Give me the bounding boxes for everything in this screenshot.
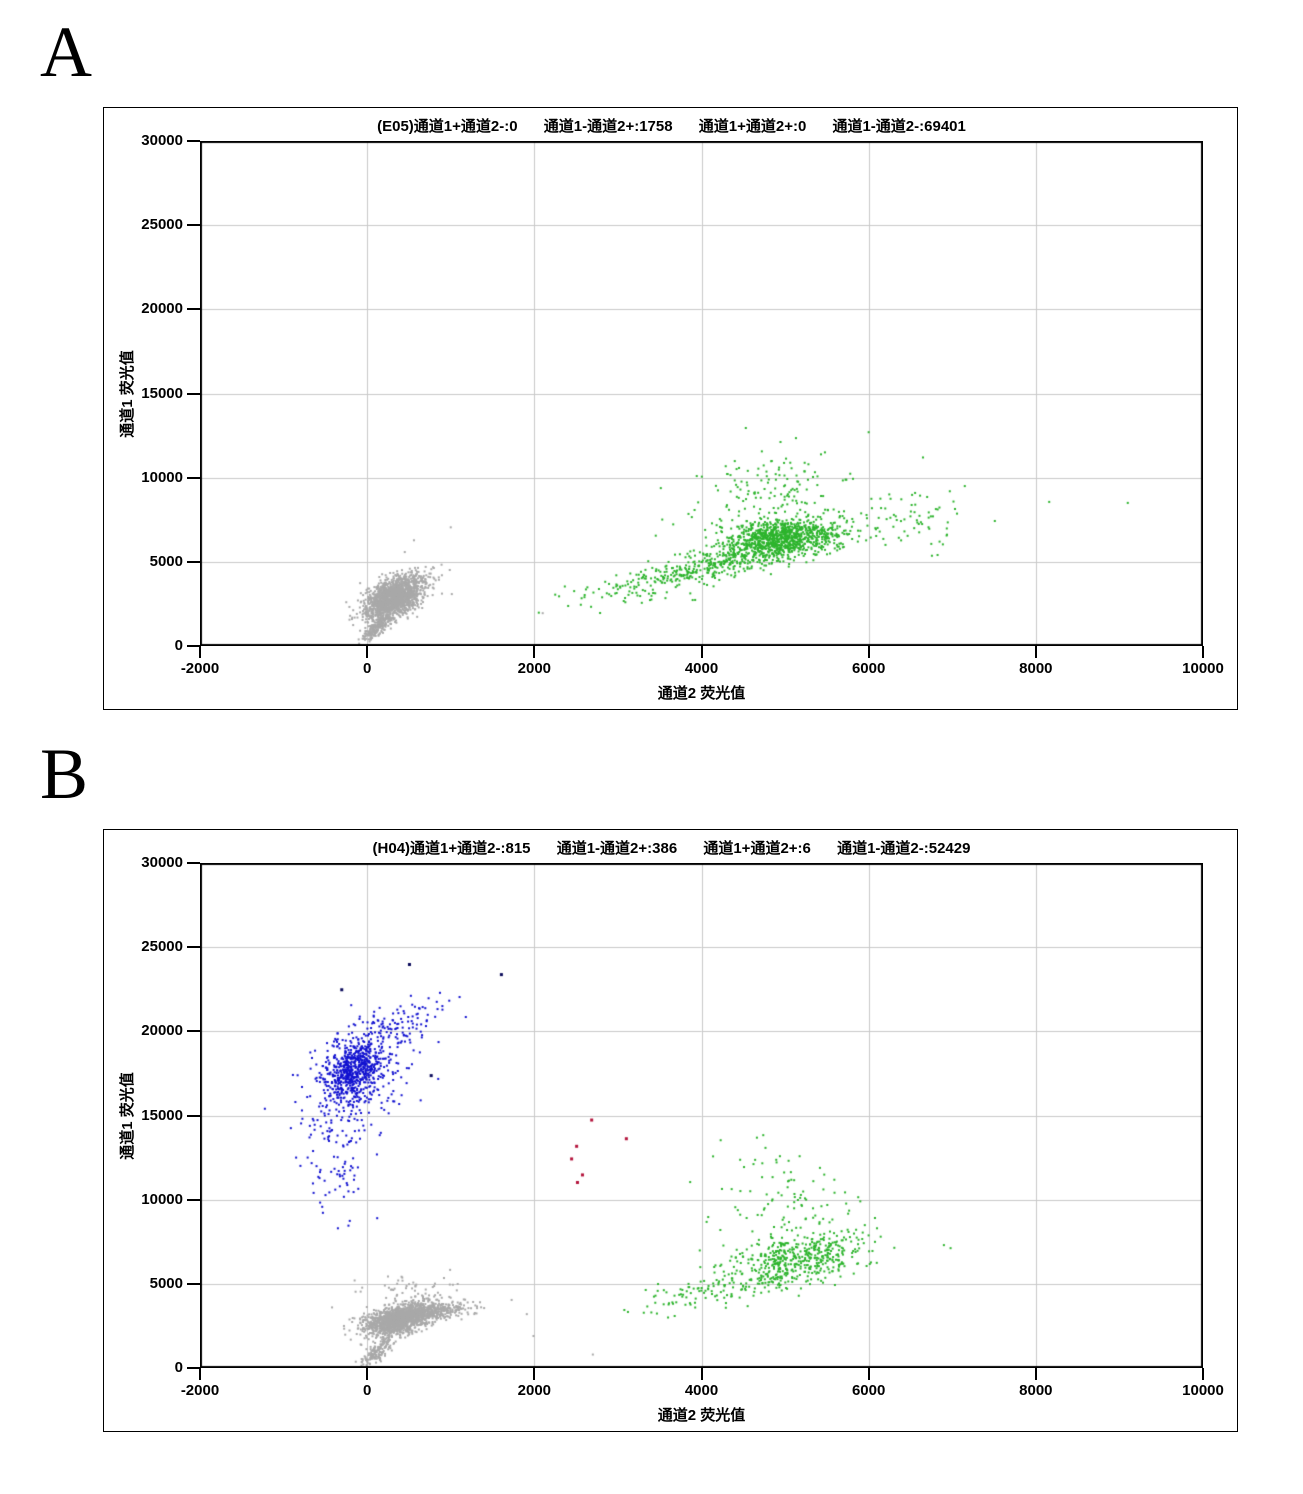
x-tick-mark	[867, 646, 870, 658]
chart-title-a: (E05)通道1+通道2-:0 通道1-通道2+:1758 通道1+通道2+:0…	[170, 115, 1173, 136]
x-tick-mark	[1202, 646, 1204, 658]
chart-title-b: (H04)通道1+通道2-:815 通道1-通道2+:386 通道1+通道2+:…	[170, 837, 1173, 858]
x-axis-title-b: 通道2 荧光值	[657, 1407, 746, 1424]
y-tick-label: 10000	[141, 468, 183, 486]
y-tick-label: 15000	[141, 384, 183, 402]
x-tick-label: 8000	[1019, 1382, 1053, 1399]
scatter-canvas-b	[200, 863, 1203, 1368]
y-tick-mark	[187, 1282, 200, 1285]
quadrant-count-a-1: (E05)通道1+通道2-:0	[377, 118, 518, 135]
quadrant-count-b-1: (H04)通道1+通道2-:815	[372, 840, 531, 857]
x-tick-label: 2000	[517, 660, 552, 677]
y-tick-label: 0	[174, 637, 183, 654]
x-tick-label: 2000	[517, 1382, 552, 1399]
y-tick-mark	[187, 476, 200, 479]
quadrant-count-b-4: 通道1-通道2-:52429	[837, 840, 971, 857]
x-tick-mark	[1034, 646, 1037, 658]
y-tick-label: 5000	[149, 552, 183, 570]
x-tick-label: 6000	[851, 1382, 886, 1399]
y-tick-mark	[187, 862, 200, 864]
y-tick-label: 5000	[149, 1274, 183, 1292]
x-tick-mark	[533, 1368, 536, 1380]
y-tick-label: 30000	[141, 132, 183, 149]
x-tick-label: -2000	[180, 660, 220, 677]
panel-label-a: A	[40, 12, 92, 92]
x-tick-mark	[366, 646, 369, 658]
chart-panel-a: (E05)通道1+通道2-:0 通道1-通道2+:1758 通道1+通道2+:0…	[103, 107, 1238, 710]
x-tick-mark	[199, 646, 201, 658]
y-tick-label: 25000	[141, 938, 183, 956]
y-tick-mark	[187, 946, 200, 949]
x-tick-mark	[700, 1368, 703, 1380]
x-tick-mark	[1034, 1368, 1037, 1380]
quadrant-count-b-2: 通道1-通道2+:386	[556, 840, 678, 857]
quadrant-count-a-2: 通道1-通道2+:1758	[543, 118, 673, 135]
y-tick-mark	[187, 1198, 200, 1201]
x-tick-label: 10000	[1182, 1382, 1224, 1399]
x-tick-mark	[366, 1368, 369, 1380]
quadrant-count-a-4: 通道1-通道2-:69401	[832, 118, 966, 135]
y-tick-label: 20000	[141, 300, 183, 318]
y-tick-label: 10000	[141, 1190, 183, 1208]
x-tick-mark	[199, 1368, 201, 1380]
x-tick-mark	[533, 646, 536, 658]
y-tick-mark	[187, 1367, 200, 1369]
x-tick-mark	[700, 646, 703, 658]
x-tick-label: 6000	[851, 660, 886, 677]
panel-label-b: B	[40, 734, 89, 814]
x-tick-label: 10000	[1182, 660, 1224, 677]
x-tick-label: 0	[362, 660, 372, 677]
quadrant-count-b-3: 通道1+通道2+:6	[703, 840, 811, 857]
x-tick-label: -2000	[180, 1382, 220, 1399]
x-tick-label: 0	[362, 1382, 372, 1399]
y-tick-label: 25000	[141, 216, 183, 234]
y-tick-label: 0	[174, 1359, 183, 1376]
quadrant-count-a-3: 通道1+通道2+:0	[698, 118, 807, 135]
scatter-canvas-a	[200, 141, 1203, 646]
x-tick-label: 8000	[1019, 660, 1053, 677]
y-tick-label: 20000	[141, 1022, 183, 1040]
x-tick-mark	[867, 1368, 870, 1380]
y-tick-mark	[187, 224, 200, 227]
y-tick-label: 15000	[141, 1106, 183, 1124]
x-axis-title-a: 通道2 荧光值	[657, 685, 746, 702]
y-tick-mark	[187, 392, 200, 395]
plot-area-b	[200, 863, 1203, 1368]
y-tick-mark	[187, 645, 200, 647]
y-tick-mark	[187, 1114, 200, 1117]
y-tick-label: 30000	[141, 854, 183, 871]
chart-panel-b: (H04)通道1+通道2-:815 通道1-通道2+:386 通道1+通道2+:…	[103, 829, 1238, 1432]
y-tick-mark	[187, 140, 200, 142]
y-tick-mark	[187, 560, 200, 563]
y-tick-mark	[187, 308, 200, 311]
x-tick-mark	[1202, 1368, 1204, 1380]
x-tick-label: 4000	[684, 1382, 719, 1399]
x-tick-label: 4000	[684, 660, 719, 677]
plot-area-a	[200, 141, 1203, 646]
y-tick-mark	[187, 1030, 200, 1033]
